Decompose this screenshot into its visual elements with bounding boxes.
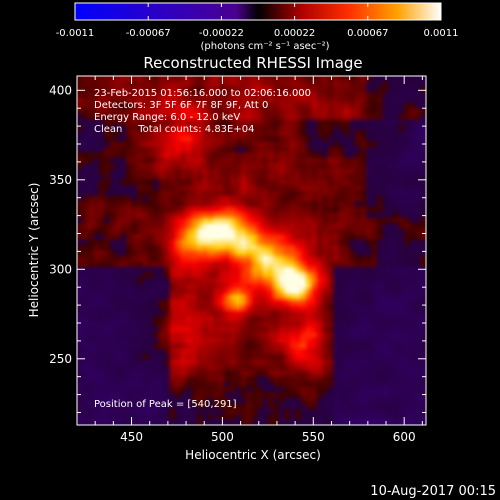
info-annotations: 23-Feb-2015 01:56:16.000 to 02:06:16.000… xyxy=(94,88,311,410)
y-tick-label: 250 xyxy=(49,352,72,366)
colorbar-unit-label: (photons cm⁻² s⁻¹ asec⁻²) xyxy=(200,41,329,52)
annotation-energy-range: Energy Range: 6.0 - 12.0 keV xyxy=(94,112,240,123)
colorbar-tick-label: -0.00067 xyxy=(126,28,171,39)
axis-ticks: 450 500 550 600 250 300 350 400 xyxy=(49,76,426,444)
x-tick-label: 450 xyxy=(120,430,143,444)
chart-title: Reconstructed RHESSI Image xyxy=(143,54,362,72)
annotation-time-range: 23-Feb-2015 01:56:16.000 to 02:06:16.000 xyxy=(94,88,311,99)
annotation-peak-position: Position of Peak = [540,291] xyxy=(94,399,237,410)
x-axis-label: Heliocentric X (arcsec) xyxy=(185,448,321,462)
y-axis-label: Heliocentric Y (arcsec) xyxy=(27,183,41,318)
colorbar-tick-label: 0.00067 xyxy=(347,28,388,39)
colorbar-tick-label: -0.00022 xyxy=(199,28,244,39)
colorbar-gradient xyxy=(74,2,442,21)
colorbar: -0.0011 -0.00067 -0.00022 0.00022 0.00067 0.0… xyxy=(56,2,459,52)
y-tick-label: 400 xyxy=(49,83,72,97)
plot-frame xyxy=(76,75,427,426)
timestamp: 10-Aug-2017 00:15 xyxy=(370,484,496,499)
y-tick-label: 300 xyxy=(49,262,72,276)
colorbar-tick-label: 0.0011 xyxy=(424,28,459,39)
colorbar-ticks: -0.0011 -0.00067 -0.00022 0.00022 0.00067 0.0… xyxy=(56,3,459,39)
y-tick-label: 350 xyxy=(49,173,72,187)
annotation-clean-counts: Clean Total counts: 4.83E+04 xyxy=(94,124,254,135)
colorbar-tick-label: 0.00022 xyxy=(274,28,315,39)
colorbar-tick-label: -0.0011 xyxy=(56,28,95,39)
x-tick-label: 550 xyxy=(302,430,325,444)
heatmap-image xyxy=(77,76,426,425)
x-tick-label: 500 xyxy=(211,430,234,444)
x-tick-label: 600 xyxy=(393,430,416,444)
annotation-detectors: Detectors: 3F 5F 6F 7F 8F 9F, Att 0 xyxy=(94,100,268,111)
rhessi-intensity-map xyxy=(77,76,426,425)
